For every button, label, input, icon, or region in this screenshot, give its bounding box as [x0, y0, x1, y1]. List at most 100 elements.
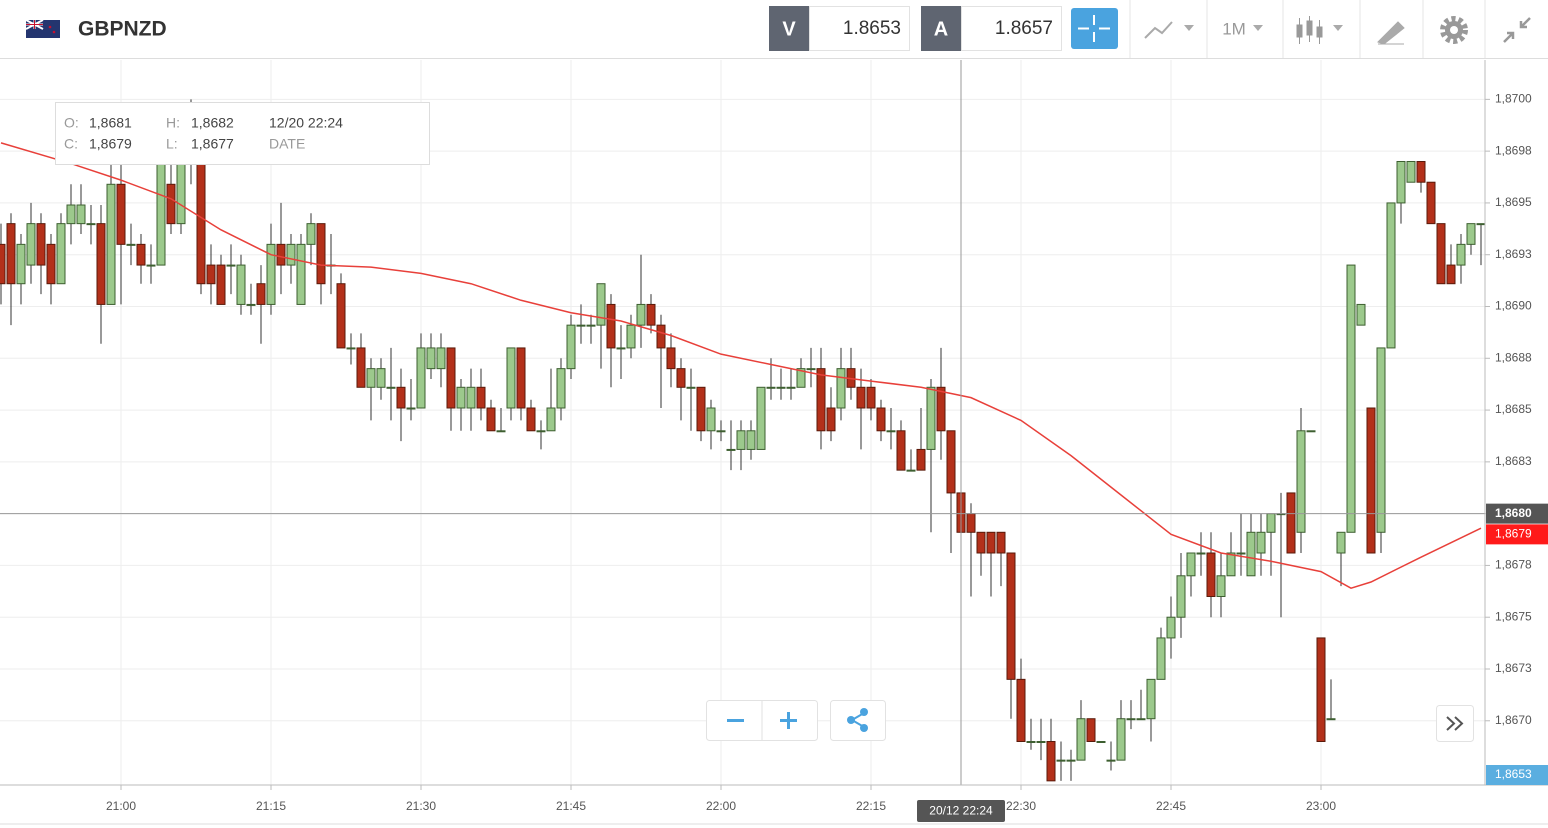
- candle-body: [1336, 531, 1346, 554]
- candle-body: [196, 144, 206, 285]
- candle-body: [556, 368, 566, 409]
- candle-type-button[interactable]: [1296, 16, 1323, 44]
- share-box: [830, 700, 886, 741]
- candle-body: [236, 264, 246, 305]
- candle-body: [306, 223, 316, 245]
- candle-body: [376, 368, 386, 388]
- candle-body: [1026, 741, 1036, 743]
- chart-type-button[interactable]: [1144, 21, 1173, 39]
- candle-body: [756, 386, 766, 450]
- x-tick-label: 22:00: [706, 799, 736, 813]
- flag-cross: [26, 20, 43, 29]
- candle-body: [126, 243, 136, 246]
- candle-body: [1356, 303, 1366, 326]
- candle-body: [136, 243, 146, 266]
- overlay-layer: [0, 60, 1485, 785]
- x-tick-label: 21:15: [256, 799, 286, 813]
- candle-body: [246, 303, 256, 306]
- scroll-end-button[interactable]: [1446, 716, 1464, 731]
- tooltip-date: 12/20 22:24: [269, 115, 343, 131]
- candle-body: [1076, 718, 1086, 761]
- candle-body: [56, 223, 66, 285]
- ask-button[interactable]: [921, 6, 961, 51]
- tooltip-label: O:: [64, 115, 79, 131]
- candle-body: [1326, 718, 1336, 721]
- candle-body: [656, 324, 666, 349]
- share-icon: [860, 708, 868, 716]
- candle-body: [1096, 741, 1106, 743]
- y-tick-label: 1,8675: [1495, 609, 1532, 623]
- bid-button[interactable]: [769, 6, 809, 51]
- crosshair-icon: [1078, 15, 1110, 42]
- candle-body: [496, 430, 506, 433]
- candle-body: [1426, 181, 1436, 225]
- candle-body: [836, 368, 846, 409]
- candle-body: [936, 386, 946, 432]
- crosshair-price-box: [1486, 503, 1548, 524]
- candle-body: [1206, 552, 1216, 597]
- candle-body: [1446, 264, 1456, 285]
- candle-body: [206, 264, 216, 285]
- y-tick-label: 1,8693: [1495, 247, 1532, 261]
- candle-body: [716, 430, 726, 433]
- candle-body: [1236, 552, 1246, 555]
- x-tick-label: 21:45: [556, 799, 586, 813]
- candle-body: [1176, 575, 1186, 618]
- candle-body: [986, 531, 996, 554]
- interval-button[interactable]: 1M: [1222, 19, 1246, 38]
- candle-body: [746, 430, 756, 450]
- candle-body: [906, 469, 916, 472]
- candle-body: [286, 243, 296, 266]
- candle-body: [296, 243, 306, 305]
- candle-body: [1066, 759, 1076, 762]
- candle-body: [996, 531, 1006, 554]
- tooltip-label: H:: [166, 115, 180, 131]
- candle-body: [106, 183, 116, 305]
- tooltip-value: 1,8679: [89, 136, 132, 152]
- crosshair-button[interactable]: [1071, 8, 1118, 49]
- x-tick-label: 23:00: [1306, 799, 1336, 813]
- candle-body: [1376, 347, 1386, 533]
- candle-body: [826, 407, 836, 432]
- candle-body: [1316, 637, 1326, 743]
- ask-label: A: [934, 18, 948, 40]
- candle-body: [1146, 678, 1156, 720]
- candle-body: [66, 204, 76, 225]
- candle-body: [866, 386, 876, 409]
- bid-price: 1.8653: [843, 18, 901, 39]
- candle-body: [816, 368, 826, 432]
- x-tick-label: 22:30: [1006, 799, 1036, 813]
- settings-button[interactable]: [1440, 16, 1468, 44]
- bid-box: [809, 6, 910, 51]
- tooltip-label: DATE: [269, 136, 305, 152]
- y-tick-label: 1,8700: [1495, 92, 1532, 106]
- candle-body: [146, 264, 156, 267]
- candle-body: [366, 368, 376, 388]
- candle-body: [506, 347, 516, 409]
- share-button[interactable]: [847, 708, 868, 732]
- candle-body: [446, 347, 456, 409]
- candle-body: [1416, 161, 1426, 183]
- candle-body: [1366, 407, 1376, 554]
- y-tick-label: 1,8670: [1495, 713, 1532, 727]
- candle-body: [916, 448, 926, 471]
- candle-body: [36, 223, 46, 266]
- candle-body: [1036, 741, 1046, 743]
- candle-body: [216, 264, 226, 305]
- candle-body: [1116, 718, 1126, 761]
- candle-body: [1086, 718, 1096, 743]
- tooltip-value: 1,8677: [191, 136, 234, 152]
- zoom-in-button[interactable]: [780, 712, 797, 729]
- candle-body: [116, 183, 126, 245]
- candle-body: [786, 386, 796, 389]
- y-tick-label: 1,8695: [1495, 195, 1532, 209]
- candle-body: [616, 347, 626, 350]
- candle-body: [1246, 531, 1256, 577]
- collapse-button[interactable]: [1503, 17, 1531, 43]
- candle-body: [276, 243, 286, 266]
- x-tick-label: 22:45: [1156, 799, 1186, 813]
- draw-button[interactable]: [1377, 21, 1405, 45]
- candle-body: [1436, 223, 1446, 285]
- candle-body: [706, 407, 716, 432]
